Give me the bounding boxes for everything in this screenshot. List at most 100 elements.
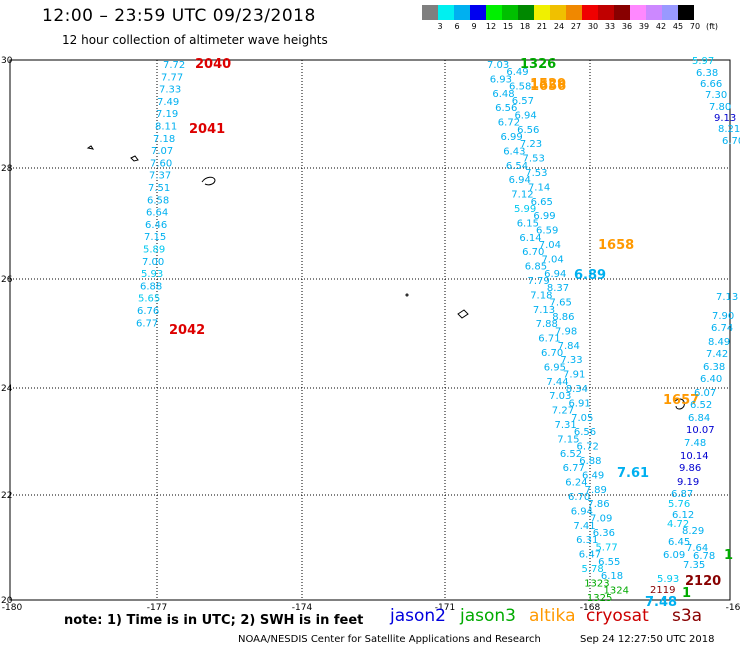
wave-height-value: 7.86 <box>587 499 609 510</box>
wave-height-value: 6.56 <box>574 427 596 438</box>
wave-height-value: 7.61 <box>617 466 649 481</box>
island-shape <box>130 155 139 162</box>
latitude-label: 30 <box>1 56 13 66</box>
longitude-label: -174 <box>292 603 313 613</box>
wave-height-value: 6.09 <box>663 550 685 561</box>
wave-height-value: 6.94 <box>571 506 593 517</box>
pass-time-label: 1326 <box>520 57 556 72</box>
wave-height-value: 7.98 <box>555 326 577 337</box>
wave-height-value: 7.65 <box>550 298 572 309</box>
wave-height-value: 6.93 <box>490 74 512 85</box>
wave-height-value: 6.58 <box>509 82 531 93</box>
color-scale-tick: 15 <box>502 22 514 31</box>
pass-time-label: 1656 <box>530 79 566 94</box>
wave-height-value: 7.18 <box>530 290 552 301</box>
map-subtitle: 12 hour collection of altimeter wave hei… <box>62 33 328 47</box>
pass-time-label: 2042 <box>169 323 205 338</box>
latitude-label: 20 <box>1 596 13 606</box>
wave-height-value: 6.64 <box>146 208 168 219</box>
map-title: 12:00 – 23:59 UTC 09/23/2018 <box>42 6 316 26</box>
wave-height-value: 6.45 <box>668 537 690 548</box>
wave-height-value: 7.53 <box>523 154 545 165</box>
wave-height-value: 6.95 <box>544 362 566 373</box>
wave-height-value: 5.77 <box>595 542 617 553</box>
color-scale-tick: 3 <box>437 22 443 31</box>
wave-height-value: 7.77 <box>161 72 183 83</box>
islands <box>86 145 685 410</box>
footer-note: note: 1) Time is in UTC; 2) SWH is in fe… <box>64 613 364 628</box>
wave-height-value: 7.18 <box>153 134 175 145</box>
latitude-label: 24 <box>1 384 13 394</box>
longitude-label: -16 <box>726 603 740 613</box>
color-swatch <box>470 5 486 20</box>
wave-height-value: 6.85 <box>525 262 547 273</box>
wave-height-value: 6.88 <box>140 281 162 292</box>
wave-height-value: 6.72 <box>577 442 599 453</box>
wave-height-value: 8.49 <box>708 337 730 348</box>
legend-jason3: jason3 <box>460 606 516 626</box>
wave-height-value: 6.94 <box>509 175 531 186</box>
wave-height-value: 7.12 <box>511 190 533 201</box>
color-swatch <box>422 5 438 20</box>
wave-height-value: 6.87 <box>671 489 693 500</box>
longitude-labels: -180 -177 -174 -171 -168 -16 <box>2 603 740 613</box>
wave-height-value: 7.72 <box>163 60 185 71</box>
wave-height-value: 6.48 <box>492 89 514 100</box>
color-swatch <box>502 5 518 20</box>
wave-height-value: 7.04 <box>541 254 563 265</box>
wave-height-value: 5.99 <box>514 204 536 215</box>
wave-height-value: 7.90 <box>712 311 734 322</box>
color-swatch <box>550 5 566 20</box>
color-scale-tick: 9 <box>471 22 477 31</box>
wave-height-value: 10.14 <box>680 451 709 462</box>
pass-time-label: 1324 <box>604 586 629 597</box>
color-swatch <box>454 5 470 20</box>
wave-height-value: 7.33 <box>159 85 181 96</box>
wave-height-value: 7.64 <box>686 543 708 554</box>
wave-height-value: 7.31 <box>555 420 577 431</box>
wave-height-value: 7.80 <box>709 102 731 113</box>
wave-height-value: 6.91 <box>568 398 590 409</box>
color-swatch <box>534 5 550 20</box>
latitude-label: 22 <box>1 491 12 501</box>
island-shape <box>86 145 95 150</box>
wave-height-value: 7.27 <box>552 406 574 417</box>
island-shape <box>673 398 685 410</box>
wave-height-value: 7.03 <box>549 391 571 402</box>
color-scale-tick: 30 <box>587 22 599 31</box>
wave-height-value: 7.14 <box>528 182 550 193</box>
latitude-labels: 30 28 26 24 22 20 <box>1 56 13 606</box>
color-scale-tick: 39 <box>638 22 650 31</box>
color-swatch <box>566 5 582 20</box>
wave-height-value: 6.57 <box>512 96 534 107</box>
wave-height-value: 6.49 <box>582 470 604 481</box>
wave-height-value: 6.78 <box>693 551 715 562</box>
color-scale-tick: 18 <box>519 22 531 31</box>
wave-height-value: 7.15 <box>557 434 579 445</box>
wave-height-value: 7.53 <box>525 168 547 179</box>
pass-time-label: 1 <box>724 548 733 563</box>
color-swatch <box>598 5 614 20</box>
color-scale-tick: 36 <box>621 22 633 31</box>
island-shape <box>201 176 216 186</box>
wave-height-value: 8.34 <box>566 384 588 395</box>
color-swatch <box>486 5 502 20</box>
longitude-label: -180 <box>2 603 23 613</box>
wave-height-value: 6.70 <box>522 247 544 258</box>
wave-height-value: 7.48 <box>684 438 706 449</box>
wave-height-value: 7.79 <box>528 276 550 287</box>
pass-time-label: 2120 <box>685 574 721 589</box>
wave-height-value: 6.74 <box>711 323 733 334</box>
color-scale-tick: 27 <box>570 22 582 31</box>
wave-height-value: 6.52 <box>560 449 582 460</box>
wave-height-value: 6.77 <box>136 318 158 329</box>
wave-height-value: 8.11 <box>155 122 177 133</box>
legend-altika: altika <box>529 606 576 626</box>
generated-timestamp: Sep 24 12:27:50 UTC 2018 <box>580 634 715 645</box>
wave-height-value: 6.47 <box>579 550 601 561</box>
color-swatch <box>582 5 598 20</box>
wave-height-value: 5.93 <box>141 269 163 280</box>
color-scale-tick: 6 <box>454 22 460 31</box>
wave-height-value: 7.19 <box>156 109 178 120</box>
